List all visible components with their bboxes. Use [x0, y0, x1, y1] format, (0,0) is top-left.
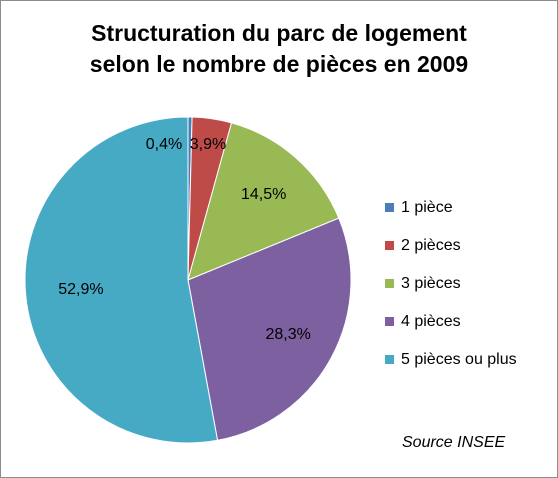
pie-label-2-pieces: 3,9%: [190, 136, 226, 153]
legend-swatch: [385, 317, 394, 326]
pie-label-3-pieces: 14,5%: [241, 186, 286, 203]
legend-swatch: [385, 279, 394, 288]
chart-title: Structuration du parc de logement selon …: [0, 18, 558, 80]
legend-label: 4 pièces: [401, 313, 461, 330]
pie-label-5-pieces-ou-plus: 52,9%: [58, 281, 103, 298]
pie-slices: [24, 116, 352, 444]
pie-slice-4-pieces: [187, 217, 352, 441]
legend-swatch: [385, 203, 394, 212]
pie-slice-3-pieces: [187, 122, 340, 281]
pie-labels: 0,4% 3,9% 14,5% 28,3% 52,9%: [58, 136, 311, 343]
pie-label-4-pieces: 28,3%: [266, 326, 311, 343]
pie-label-1-piece: 0,4%: [146, 136, 182, 153]
source-note: Source INSEE: [402, 434, 506, 451]
legend-swatch: [385, 355, 394, 364]
pie-slice-5-pieces-ou-plus: [24, 116, 219, 444]
legend-label: 3 pièces: [401, 275, 461, 292]
legend-label: 1 pièce: [401, 199, 453, 216]
chart-title-line-2: selon le nombre de pièces en 2009: [89, 51, 469, 77]
chart-title-line-1: Structuration du parc de logement: [91, 20, 467, 46]
legend-label: 2 pièces: [401, 237, 461, 254]
legend-label: 5 pièces ou plus: [401, 351, 517, 368]
legend-swatch: [385, 241, 394, 250]
